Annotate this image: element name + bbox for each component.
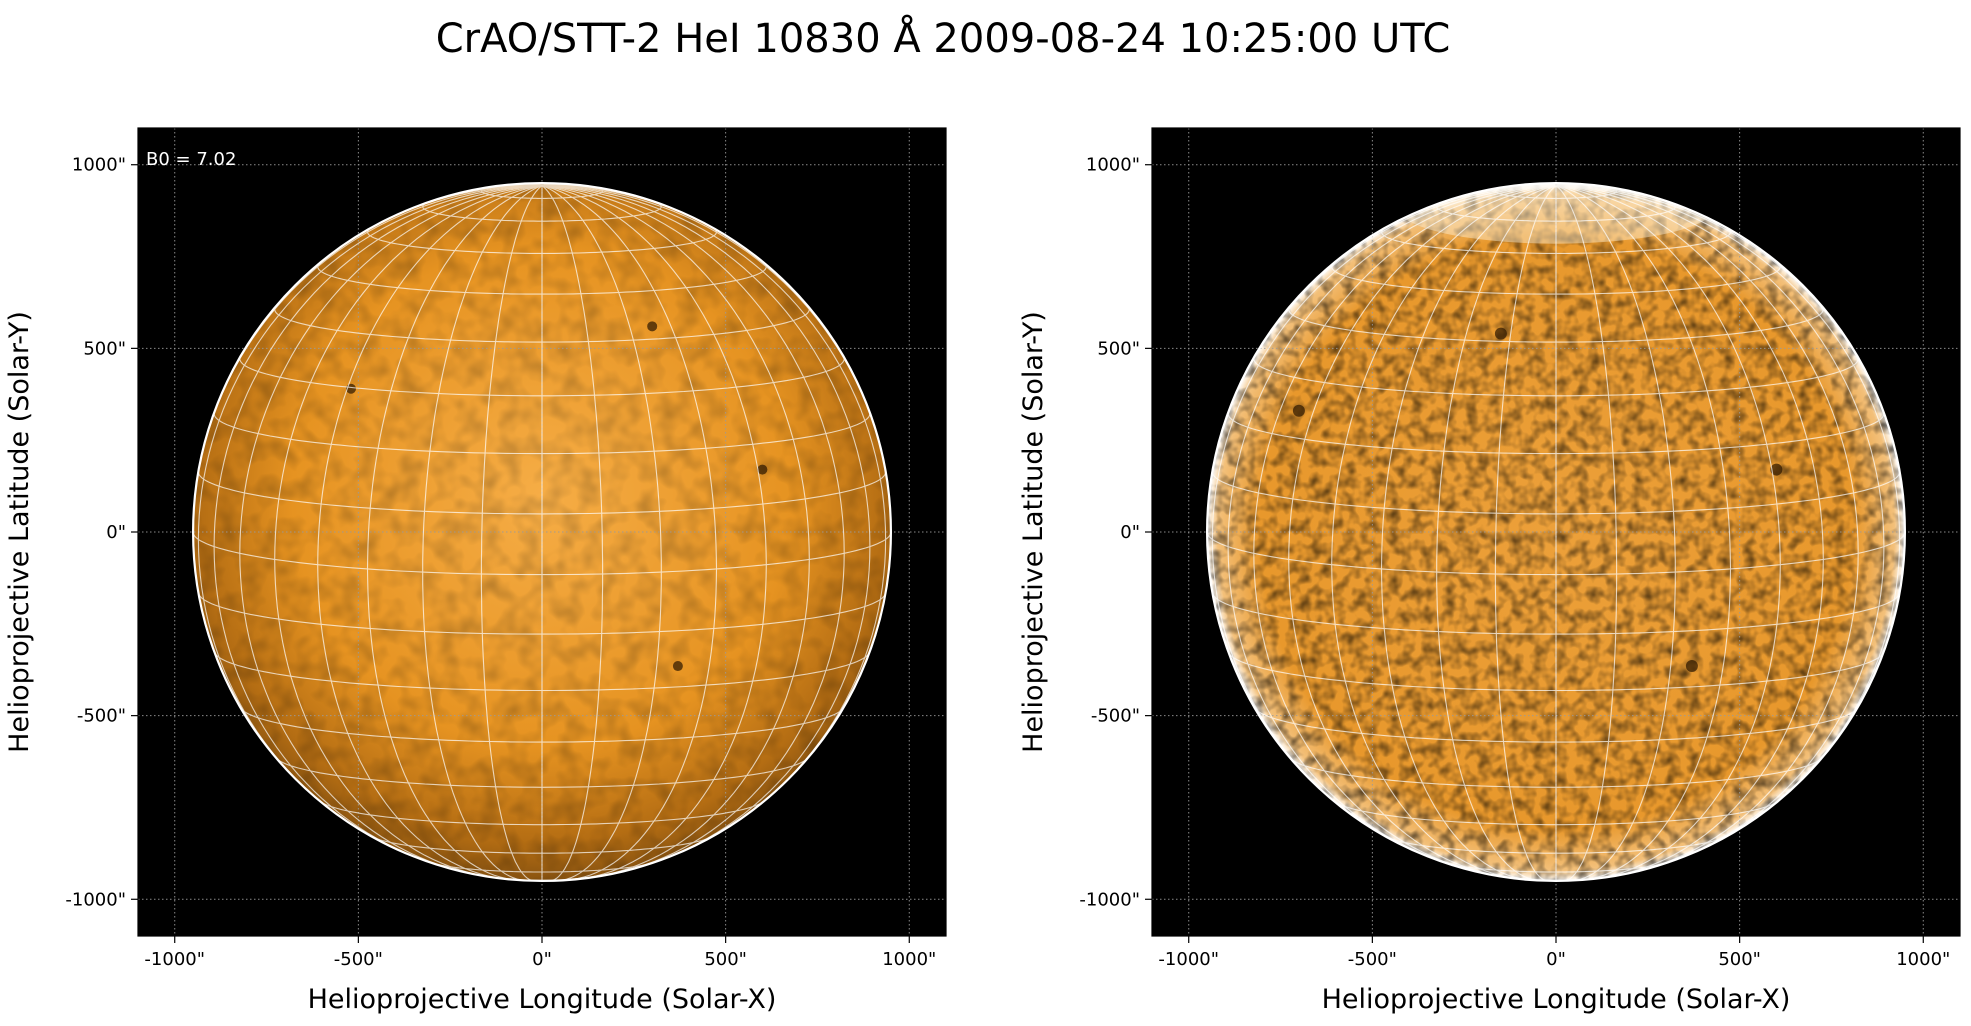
longitude-line	[1555, 185, 1824, 877]
longitude-line	[197, 185, 543, 817]
longitude-line	[1436, 185, 1557, 882]
longitude-line	[1494, 185, 1557, 882]
longitude-line	[213, 185, 543, 863]
x-tick-label: 1000"	[882, 949, 936, 970]
longitude-line	[1331, 185, 1557, 880]
y-tick-label: -1000"	[65, 889, 126, 910]
x-tick-label: 1000"	[1896, 949, 1950, 970]
y-tick-label: 1000"	[72, 155, 126, 176]
longitude-line	[1253, 185, 1557, 874]
right-map-panel: -1000" -500" 0" 500" 1000" -1000" -500" 0" 500" 1…	[1018, 127, 1961, 1015]
y-tick-label: 500"	[83, 338, 126, 359]
solar-limb	[1205, 181, 1907, 883]
x-tick-label: -500"	[334, 949, 383, 970]
x-tick-label: -1000"	[144, 949, 205, 970]
longitude-line	[541, 185, 718, 880]
longitude-line	[1288, 185, 1557, 877]
left-map-panel: -1000" -500" 0" 500" 1000" -1000" -500" 0" 500" 1…	[4, 127, 947, 1015]
y-tick-label: 0"	[106, 522, 126, 543]
y-tick-label: 500"	[1097, 338, 1140, 359]
x-axis-label: Helioprojective Longitude (Solar-X)	[1322, 984, 1791, 1015]
longitude-line	[274, 185, 543, 877]
x-tick-label: 500"	[704, 949, 747, 970]
y-axis-label: Helioprojective Latitude (Solar-Y)	[4, 311, 35, 753]
y-tick-label: -1000"	[1079, 889, 1140, 910]
dark-feature	[757, 464, 768, 475]
longitude-line	[317, 185, 543, 880]
longitude-line	[1380, 185, 1557, 880]
x-tick-label: -1000"	[1158, 949, 1219, 970]
b0-annotation: B0 = 7.02	[146, 149, 236, 170]
heliographic-grid	[1206, 182, 1906, 882]
y-axis-label: Helioprojective Latitude (Solar-Y)	[1018, 311, 1049, 753]
longitude-line	[1211, 185, 1557, 817]
longitude-line	[541, 185, 871, 863]
x-tick-label: 0"	[1546, 949, 1566, 970]
x-axis-label: Helioprojective Longitude (Solar-X)	[308, 984, 777, 1015]
y-tick-label: -500"	[1091, 706, 1140, 727]
dark-feature	[1685, 660, 1698, 673]
longitude-line	[1555, 185, 1885, 863]
longitude-line	[541, 185, 604, 882]
longitude-line	[1227, 185, 1557, 863]
longitude-line	[422, 185, 543, 882]
longitude-line	[239, 185, 543, 874]
longitude-line	[366, 185, 543, 880]
heliographic-grid	[192, 182, 892, 882]
longitude-line	[1555, 185, 1676, 882]
y-tick-label: 1000"	[1086, 155, 1140, 176]
y-tick-label: -500"	[77, 706, 126, 727]
longitude-line	[541, 185, 662, 882]
longitude-line	[1555, 185, 1781, 880]
longitude-line	[1555, 185, 1732, 880]
longitude-line	[1555, 185, 1859, 874]
dark-feature	[672, 661, 683, 672]
solar-limb	[191, 181, 893, 883]
y-tick-label: 0"	[1120, 522, 1140, 543]
dark-feature	[1770, 463, 1783, 476]
longitude-line	[1555, 185, 1901, 817]
longitude-line	[541, 185, 887, 817]
x-tick-label: 0"	[532, 949, 552, 970]
x-tick-label: -500"	[1348, 949, 1397, 970]
x-tick-label: 500"	[1718, 949, 1761, 970]
dark-feature	[647, 321, 658, 332]
figure-title: CrAO/STT-2 HeI 10830 Å 2009-08-24 10:25:…	[436, 14, 1451, 62]
longitude-line	[1555, 185, 1618, 882]
dark-features	[1292, 327, 1783, 673]
longitude-line	[541, 185, 845, 874]
longitude-line	[541, 185, 810, 877]
dark-feature	[1494, 327, 1507, 340]
longitude-line	[480, 185, 543, 882]
longitude-line	[541, 185, 767, 880]
dark-feature	[1292, 404, 1305, 417]
